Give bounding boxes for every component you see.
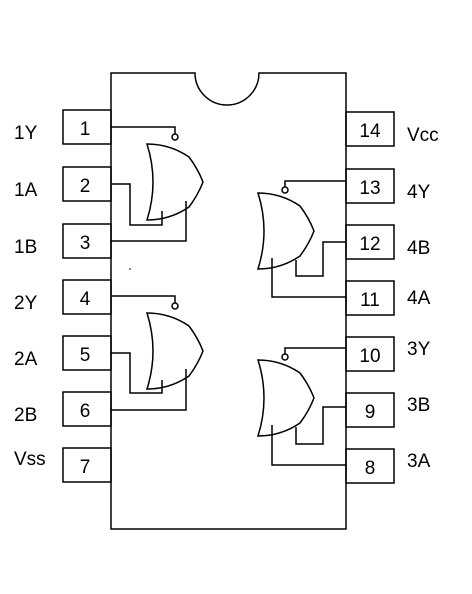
pin-number: 7 [80,457,91,478]
pin-label: 4Y [407,182,431,203]
wire-input-b [271,425,346,466]
wire-input-b [271,258,346,298]
pin-label: 1A [14,180,38,201]
pin-5: 5 2A [14,335,112,371]
pin-number: 9 [365,402,376,423]
pin-3: 3 1B [14,223,112,259]
pin-label: 2A [14,349,38,370]
pin-label: 1Y [14,123,38,144]
pin-number: 13 [359,178,380,199]
pin-label: 3Y [407,339,431,360]
pin-number: 5 [80,345,91,366]
left-pins: 1 1Y 2 1A 3 1B 4 2Y 5 2A 6 2B [14,109,112,483]
wire-input-b [111,201,187,242]
pin-label: 3A [407,451,431,472]
pin-8: 8 3A [345,448,431,484]
pin-number: 2 [80,176,91,197]
pin-7: 7 Vss [14,447,112,483]
pin-label: 4A [407,288,431,309]
wire-input-a [111,352,163,394]
pin-2: 2 1A [14,166,112,202]
nor-gate-4 [256,347,346,466]
wire-output [284,180,346,187]
wire-output [111,295,176,303]
nor-gate-body [256,192,315,270]
wire-output [111,126,176,134]
pin-number: 3 [80,233,91,254]
wire-input-b [111,369,187,411]
pin-label: Vcc [407,125,439,146]
pin-label: 2B [14,405,37,426]
nor-gate-body [145,143,204,221]
pin-12: 12 4B [345,224,430,260]
nor-gate-1 [111,126,204,242]
pin-number: 12 [359,234,380,255]
pin-13: 13 4Y [345,168,431,204]
pin-number: 8 [365,458,376,479]
wire-input-a [111,183,163,226]
pin-label: 3B [407,395,430,416]
output-bubble [171,302,179,310]
nor-gate-body [145,312,204,390]
pin-label: 2Y [14,293,38,314]
pin-14: 14 Vcc [345,111,439,147]
pin-10: 10 3Y [345,336,431,372]
stray-dot [129,268,131,270]
pin-label: 1B [14,237,37,258]
right-pins: 14 Vcc 13 4Y 12 4B 11 4A 10 3Y 9 3B [345,111,439,484]
pin-number: 1 [80,119,91,140]
pin-1: 1 1Y [14,109,112,145]
output-bubble [171,133,179,141]
pin-label: 4B [407,238,430,259]
wire-input-a [295,241,346,277]
pin-number: 6 [80,401,91,422]
wire-input-a [295,406,346,445]
pin-label: Vss [14,449,46,470]
pin-11: 11 4A [345,280,431,316]
nor-gate-body [256,359,315,437]
pin-number: 14 [359,121,381,142]
wire-output [284,347,346,354]
nor-gate-3 [256,180,346,298]
pin-4: 4 2Y [14,279,112,315]
pin-number: 11 [360,290,380,311]
pin-number: 10 [359,346,380,367]
chip-body [110,72,347,530]
pin-6: 6 2B [14,391,112,427]
pin-9: 9 3B [345,392,430,428]
output-bubble [281,186,289,194]
pin-number: 4 [80,289,91,310]
nor-gate-2 [111,295,204,411]
output-bubble [281,353,289,361]
